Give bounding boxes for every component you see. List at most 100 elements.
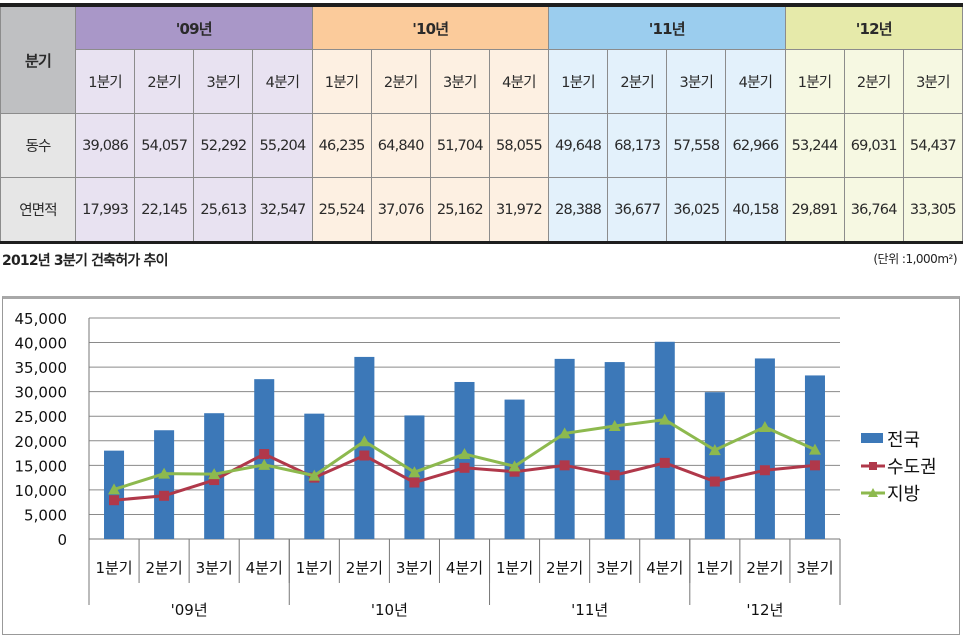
bar-13 <box>754 358 775 539</box>
value-cell: 25,613 <box>193 177 254 243</box>
x-tick-label: 4분기 <box>246 559 283 577</box>
bar-0 <box>104 450 125 539</box>
value-cell: 39,086 <box>74 113 136 178</box>
year-header: '12년 <box>784 4 963 50</box>
value-cell: 51,704 <box>429 113 490 178</box>
y-tick-label: 0 <box>57 531 67 549</box>
marker-triangle-14 <box>808 443 821 455</box>
year-header: '09년 <box>75 4 313 50</box>
marker-square-3 <box>259 449 270 460</box>
bar-7 <box>454 381 475 539</box>
y-tick-label: 25,000 <box>15 408 68 426</box>
y-tick-label: 30,000 <box>15 384 68 402</box>
marker-square-2 <box>209 475 220 486</box>
quarter-cell: 4분기 <box>252 49 313 114</box>
marker-square-7 <box>459 462 470 473</box>
x-group-label: '11년 <box>571 601 608 619</box>
quarter-cell: 3분기 <box>193 49 254 114</box>
value-cell: 40,158 <box>725 177 786 243</box>
legend-swatch-bar <box>861 433 883 443</box>
unit-label: (단위 :1,000m²) <box>873 252 957 266</box>
marker-triangle-10 <box>608 420 621 432</box>
chart-area: 0 5,000 10,000 15,000 20,000 25,000 30,000 35,0… <box>2 296 960 635</box>
marker-triangle-13 <box>758 421 771 433</box>
quarter-cell: 2분기 <box>607 49 668 114</box>
marker-triangle-5 <box>358 435 371 447</box>
x-tick-label: 2분기 <box>546 559 583 577</box>
value-cell: 33,305 <box>902 177 963 243</box>
marker-square-9 <box>559 460 570 471</box>
x-group-label: '09년 <box>171 601 208 619</box>
year-header: '10년 <box>311 4 549 50</box>
marker-square-5 <box>359 450 370 461</box>
value-cell: 54,057 <box>134 113 195 178</box>
marker-square-0 <box>109 495 120 506</box>
value-cell: 36,677 <box>607 177 668 243</box>
value-cell: 55,204 <box>252 113 313 178</box>
value-cell: 37,076 <box>370 177 431 243</box>
value-cell: 57,558 <box>666 113 727 178</box>
x-tick-label: 4분기 <box>646 559 683 577</box>
x-tick-label: 1분기 <box>296 559 333 577</box>
value-cell: 69,031 <box>843 113 904 178</box>
y-tick-label: 35,000 <box>15 359 68 377</box>
quarter-cell: 3분기 <box>666 49 727 114</box>
value-cell: 46,235 <box>311 113 372 178</box>
marker-square-14 <box>809 460 820 471</box>
x-tick-label: 2분기 <box>346 559 383 577</box>
y-tick-label: 20,000 <box>15 433 68 451</box>
value-cell: 25,162 <box>429 177 490 243</box>
legend-label: 수도권 <box>887 457 937 478</box>
value-cell: 17,993 <box>74 177 136 243</box>
value-cell: 29,891 <box>784 177 845 243</box>
x-tick-label: 1분기 <box>496 559 533 577</box>
marker-triangle-11 <box>658 413 671 425</box>
value-cell: 36,025 <box>666 177 727 243</box>
marker-triangle-9 <box>558 427 571 439</box>
marker-triangle-6 <box>408 466 421 478</box>
quarter-cell: 3분기 <box>429 49 490 114</box>
row-label: 동수 <box>0 113 76 178</box>
y-tick-label: 5,000 <box>24 506 67 524</box>
bar-12 <box>704 392 725 539</box>
value-cell: 64,840 <box>370 113 431 178</box>
quarter-cell: 1분기 <box>311 49 372 114</box>
permit-table: 분기 '09년 '10년 '11년 '12년 1분기 2분기 3분기 4분기 1분기 2분기 3분… <box>0 3 963 244</box>
value-cell: 68,173 <box>607 113 668 178</box>
legend-label: 지방 <box>887 484 920 505</box>
quarter-cell: 1분기 <box>784 49 845 114</box>
quarter-cell: 3분기 <box>902 49 963 114</box>
x-tick-label: 3분기 <box>796 559 833 577</box>
marker-triangle-12 <box>708 444 721 456</box>
legend-marker-square <box>869 462 877 470</box>
marker-triangle-8 <box>508 460 521 472</box>
bar-10 <box>604 362 625 539</box>
value-cell: 53,244 <box>784 113 845 178</box>
quarter-cell: 1분기 <box>547 49 609 114</box>
row-label: 연면적 <box>0 177 76 243</box>
marker-triangle-2 <box>208 468 221 480</box>
x-tick-label: 4분기 <box>446 559 483 577</box>
value-cell: 31,972 <box>488 177 550 243</box>
bar-6 <box>404 415 425 539</box>
x-tick-label: 1분기 <box>696 559 733 577</box>
bar-11 <box>654 341 675 539</box>
value-cell: 25,524 <box>311 177 372 243</box>
value-cell: 32,547 <box>252 177 313 243</box>
marker-square-8 <box>509 466 520 477</box>
value-cell: 54,437 <box>902 113 963 178</box>
marker-square-6 <box>409 477 420 488</box>
y-tick-label: 15,000 <box>15 457 68 475</box>
quarter-cell: 2분기 <box>370 49 431 114</box>
marker-triangle-1 <box>158 467 171 479</box>
bar-9 <box>554 358 575 539</box>
x-tick-label: 2분기 <box>746 559 783 577</box>
value-cell: 49,648 <box>547 113 609 178</box>
quarter-cell: 1분기 <box>74 49 136 114</box>
marker-square-13 <box>759 465 770 476</box>
marker-square-10 <box>609 470 620 481</box>
value-cell: 52,292 <box>193 113 254 178</box>
quarter-header: 분기 <box>0 4 76 114</box>
value-cell: 62,966 <box>725 113 786 178</box>
x-group-label: '10년 <box>371 601 408 619</box>
